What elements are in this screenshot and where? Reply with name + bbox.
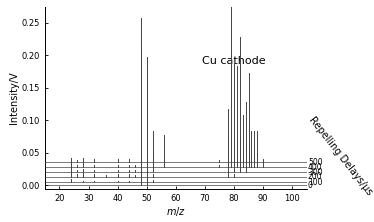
Text: 200: 200: [308, 172, 322, 182]
Text: 0: 0: [308, 181, 313, 190]
Y-axis label: Intensity/V: Intensity/V: [9, 71, 19, 124]
Text: 100: 100: [308, 178, 322, 187]
X-axis label: $m/z$: $m/z$: [166, 205, 186, 218]
Text: 300: 300: [308, 168, 323, 177]
Text: Repelling Delays/μs: Repelling Delays/μs: [307, 115, 374, 197]
Text: 500: 500: [308, 158, 323, 166]
Text: Cu cathode: Cu cathode: [202, 56, 266, 66]
Text: 400: 400: [308, 163, 323, 172]
